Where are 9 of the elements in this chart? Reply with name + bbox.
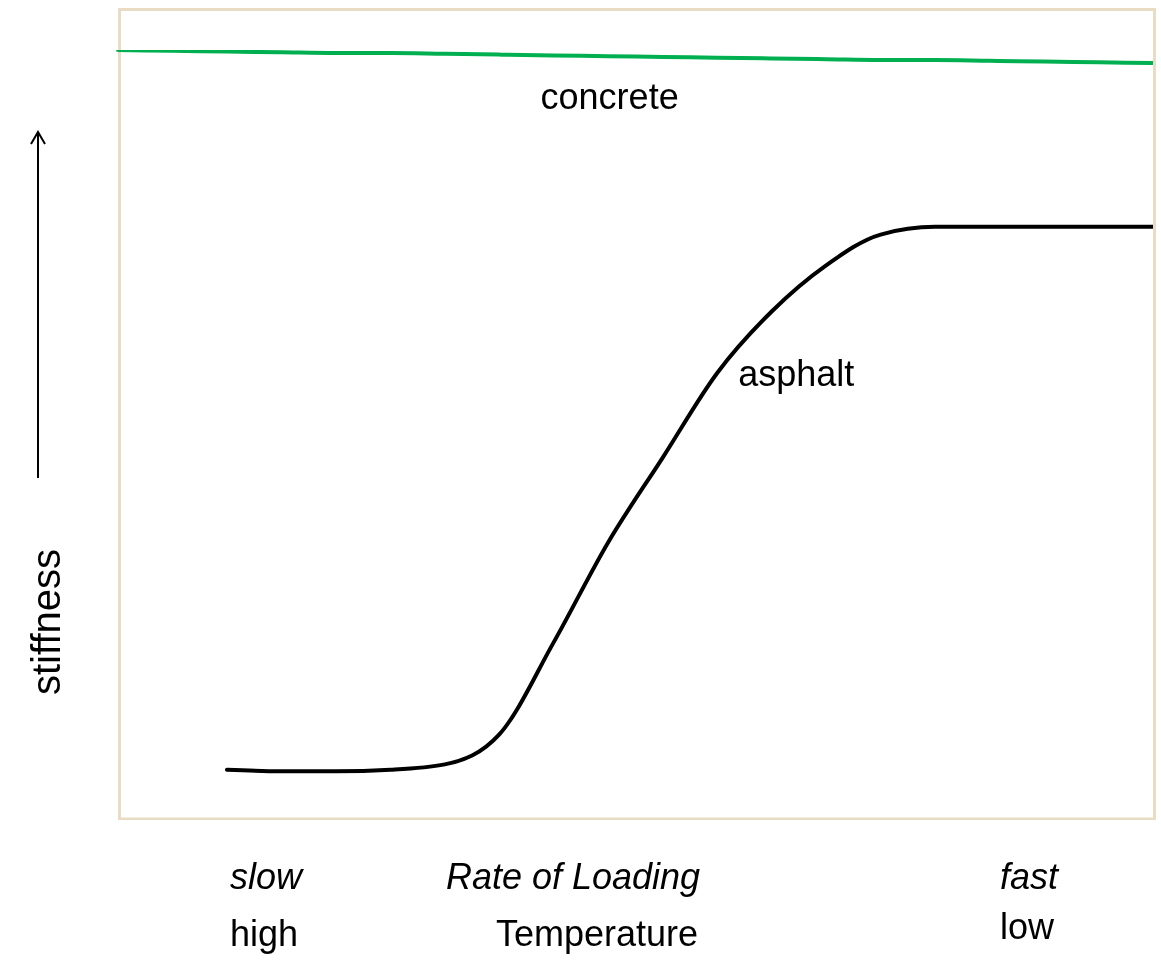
text: slow (230, 856, 303, 898)
text: high (230, 913, 299, 955)
text: fast (1000, 856, 1059, 898)
text: low (1000, 906, 1055, 948)
x-axis-title: Rate of Loading (444, 856, 702, 898)
text: Temperature (496, 913, 699, 955)
y-axis-title: stiffness (23, 548, 69, 697)
series-label: asphalt (738, 353, 855, 396)
series-label: concrete (539, 76, 680, 119)
